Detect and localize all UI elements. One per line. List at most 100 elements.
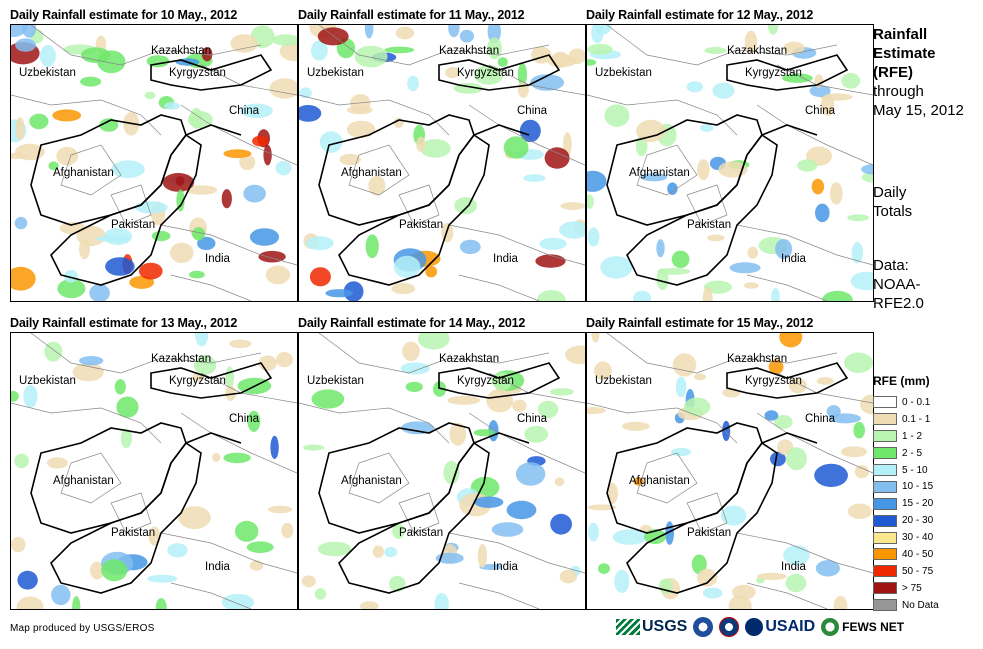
legend-rows: 0 - 0.1 0.1 - 1 1 - 2 2 - 5 5 - 10 10 - 15 15 …	[873, 394, 939, 614]
rainfall-map: Kazakhstan Uzbekistan Kyrgyzstan China Afgha…	[586, 24, 874, 302]
footer-logos: USGS USAID FEWS NET	[616, 617, 904, 637]
legend-item: No Data	[873, 597, 939, 614]
legend-swatch	[873, 582, 897, 595]
title-line-3: (RFE)	[873, 64, 913, 81]
country-label-china: China	[517, 105, 548, 117]
usaid-logo: USAID	[745, 618, 815, 636]
legend-label: 0 - 0.1	[902, 396, 931, 408]
fews-logo: FEWS NET	[821, 618, 904, 636]
legend-label: 10 - 15	[902, 481, 934, 493]
country-label-india: India	[205, 253, 230, 265]
country-label-uzbekistan: Uzbekistan	[19, 67, 76, 79]
rfe-legend: RFE (mm) 0 - 0.1 0.1 - 1 1 - 2 2 - 5 5 - 10 1…	[873, 374, 939, 614]
legend-item: 2 - 5	[873, 445, 939, 462]
usgs-wave-icon	[616, 619, 640, 635]
country-label-afghanistan: Afghanistan	[341, 167, 402, 179]
country-label-kyrgyzstan: Kyrgyzstan	[169, 375, 226, 387]
country-label-pakistan: Pakistan	[399, 527, 444, 539]
legend-swatch	[873, 430, 897, 443]
panel-title: Daily Rainfall estimate for 11 May., 201…	[298, 8, 525, 22]
country-label-uzbekistan: Uzbekistan	[307, 375, 364, 387]
legend-title: RFE (mm)	[873, 374, 930, 388]
legend-label: 30 - 40	[902, 532, 934, 544]
legend-item: 5 - 10	[873, 462, 939, 479]
panel-title: Daily Rainfall estimate for 14 May., 201…	[298, 316, 526, 330]
country-label-china: China	[229, 105, 260, 117]
country-label-india: India	[781, 561, 806, 573]
legend-label: 15 - 20	[902, 498, 934, 510]
map-graphic	[11, 333, 297, 609]
country-label-pakistan: Pakistan	[111, 219, 156, 231]
data-line-2: NOAA-	[873, 276, 921, 293]
country-label-kyrgyzstan: Kyrgyzstan	[745, 375, 802, 387]
panel-title: Daily Rainfall estimate for 12 May., 201…	[586, 8, 814, 22]
rainfall-map: Kazakhstan Uzbekistan Kyrgyzstan China Afgha…	[10, 24, 298, 302]
daily-totals-text: Daily Totals	[873, 183, 912, 221]
legend-swatch	[873, 497, 897, 510]
usgs-logo: USGS	[616, 618, 687, 636]
country-label-uzbekistan: Uzbekistan	[307, 67, 364, 79]
legend-swatch	[873, 548, 897, 561]
rainfall-map: Kazakhstan Uzbekistan Kyrgyzstan China Afgha…	[10, 332, 298, 610]
panel-title: Daily Rainfall estimate for 15 May., 201…	[586, 316, 814, 330]
title-line-5: May 15, 2012	[873, 102, 964, 119]
country-label-india: India	[493, 253, 518, 265]
data-source-text: Data: NOAA- RFE2.0	[873, 256, 924, 313]
rainfall-map: Kazakhstan Uzbekistan Kyrgyzstan China Afgha…	[298, 332, 586, 610]
title-line-4: through	[873, 83, 924, 100]
usgs-logo-text: USGS	[642, 618, 688, 635]
totals-line-2: Totals	[873, 203, 913, 220]
nasa-seal-icon	[719, 617, 740, 637]
legend-item: 40 - 50	[873, 546, 939, 563]
legend-swatch	[873, 514, 897, 527]
legend-item: 15 - 20	[873, 495, 939, 512]
map-credit: Map produced by USGS/EROS	[10, 623, 155, 634]
legend-item: 1 - 2	[873, 428, 939, 445]
map-graphic	[587, 333, 873, 609]
legend-label: 20 - 30	[902, 515, 934, 527]
country-label-afghanistan: Afghanistan	[53, 167, 114, 179]
title-line-1: Rainfall	[873, 26, 928, 43]
country-label-kyrgyzstan: Kyrgyzstan	[169, 67, 226, 79]
legend-item: 10 - 15	[873, 478, 939, 495]
usaid-seal-icon	[745, 618, 764, 636]
country-label-afghanistan: Afghanistan	[53, 475, 114, 487]
country-label-china: China	[229, 413, 260, 425]
title-line-2: Estimate	[873, 45, 936, 62]
legend-label: 0.1 - 1	[902, 413, 931, 425]
panel-title: Daily Rainfall estimate for 10 May., 201…	[10, 8, 238, 22]
legend-swatch	[873, 531, 897, 544]
country-label-kazakhstan: Kazakhstan	[151, 45, 212, 57]
country-label-kazakhstan: Kazakhstan	[727, 353, 788, 365]
panel-title: Daily Rainfall estimate for 13 May., 201…	[10, 316, 238, 330]
country-label-india: India	[493, 561, 518, 573]
country-label-kazakhstan: Kazakhstan	[727, 45, 788, 57]
fews-logo-text: FEWS NET	[842, 620, 905, 634]
country-label-kazakhstan: Kazakhstan	[151, 353, 212, 365]
totals-line-1: Daily	[873, 184, 907, 201]
legend-item: 20 - 30	[873, 512, 939, 529]
country-label-pakistan: Pakistan	[111, 527, 156, 539]
country-label-kyrgyzstan: Kyrgyzstan	[457, 67, 514, 79]
legend-swatch	[873, 464, 897, 476]
noaa-logo-icon	[693, 617, 714, 637]
legend-swatch	[873, 396, 897, 409]
country-label-pakistan: Pakistan	[687, 219, 732, 231]
rainfall-map: Kazakhstan Uzbekistan Kyrgyzstan China Afgha…	[298, 24, 586, 302]
legend-swatch	[873, 413, 897, 426]
country-label-china: China	[805, 413, 836, 425]
rainfall-map: Kazakhstan Uzbekistan Kyrgyzstan China Afgha…	[586, 332, 874, 610]
legend-label: 40 - 50	[902, 548, 934, 560]
legend-label: > 75	[902, 582, 922, 594]
country-label-afghanistan: Afghanistan	[629, 475, 690, 487]
legend-item: > 75	[873, 580, 939, 597]
country-label-uzbekistan: Uzbekistan	[595, 375, 652, 387]
map-graphic	[11, 25, 297, 301]
country-label-pakistan: Pakistan	[399, 219, 444, 231]
data-line-1: Data:	[873, 257, 909, 274]
legend-label: No Data	[902, 599, 939, 611]
usaid-logo-text: USAID	[765, 618, 816, 635]
legend-swatch	[873, 447, 897, 460]
map-graphic	[299, 25, 585, 301]
legend-item: 50 - 75	[873, 563, 939, 580]
